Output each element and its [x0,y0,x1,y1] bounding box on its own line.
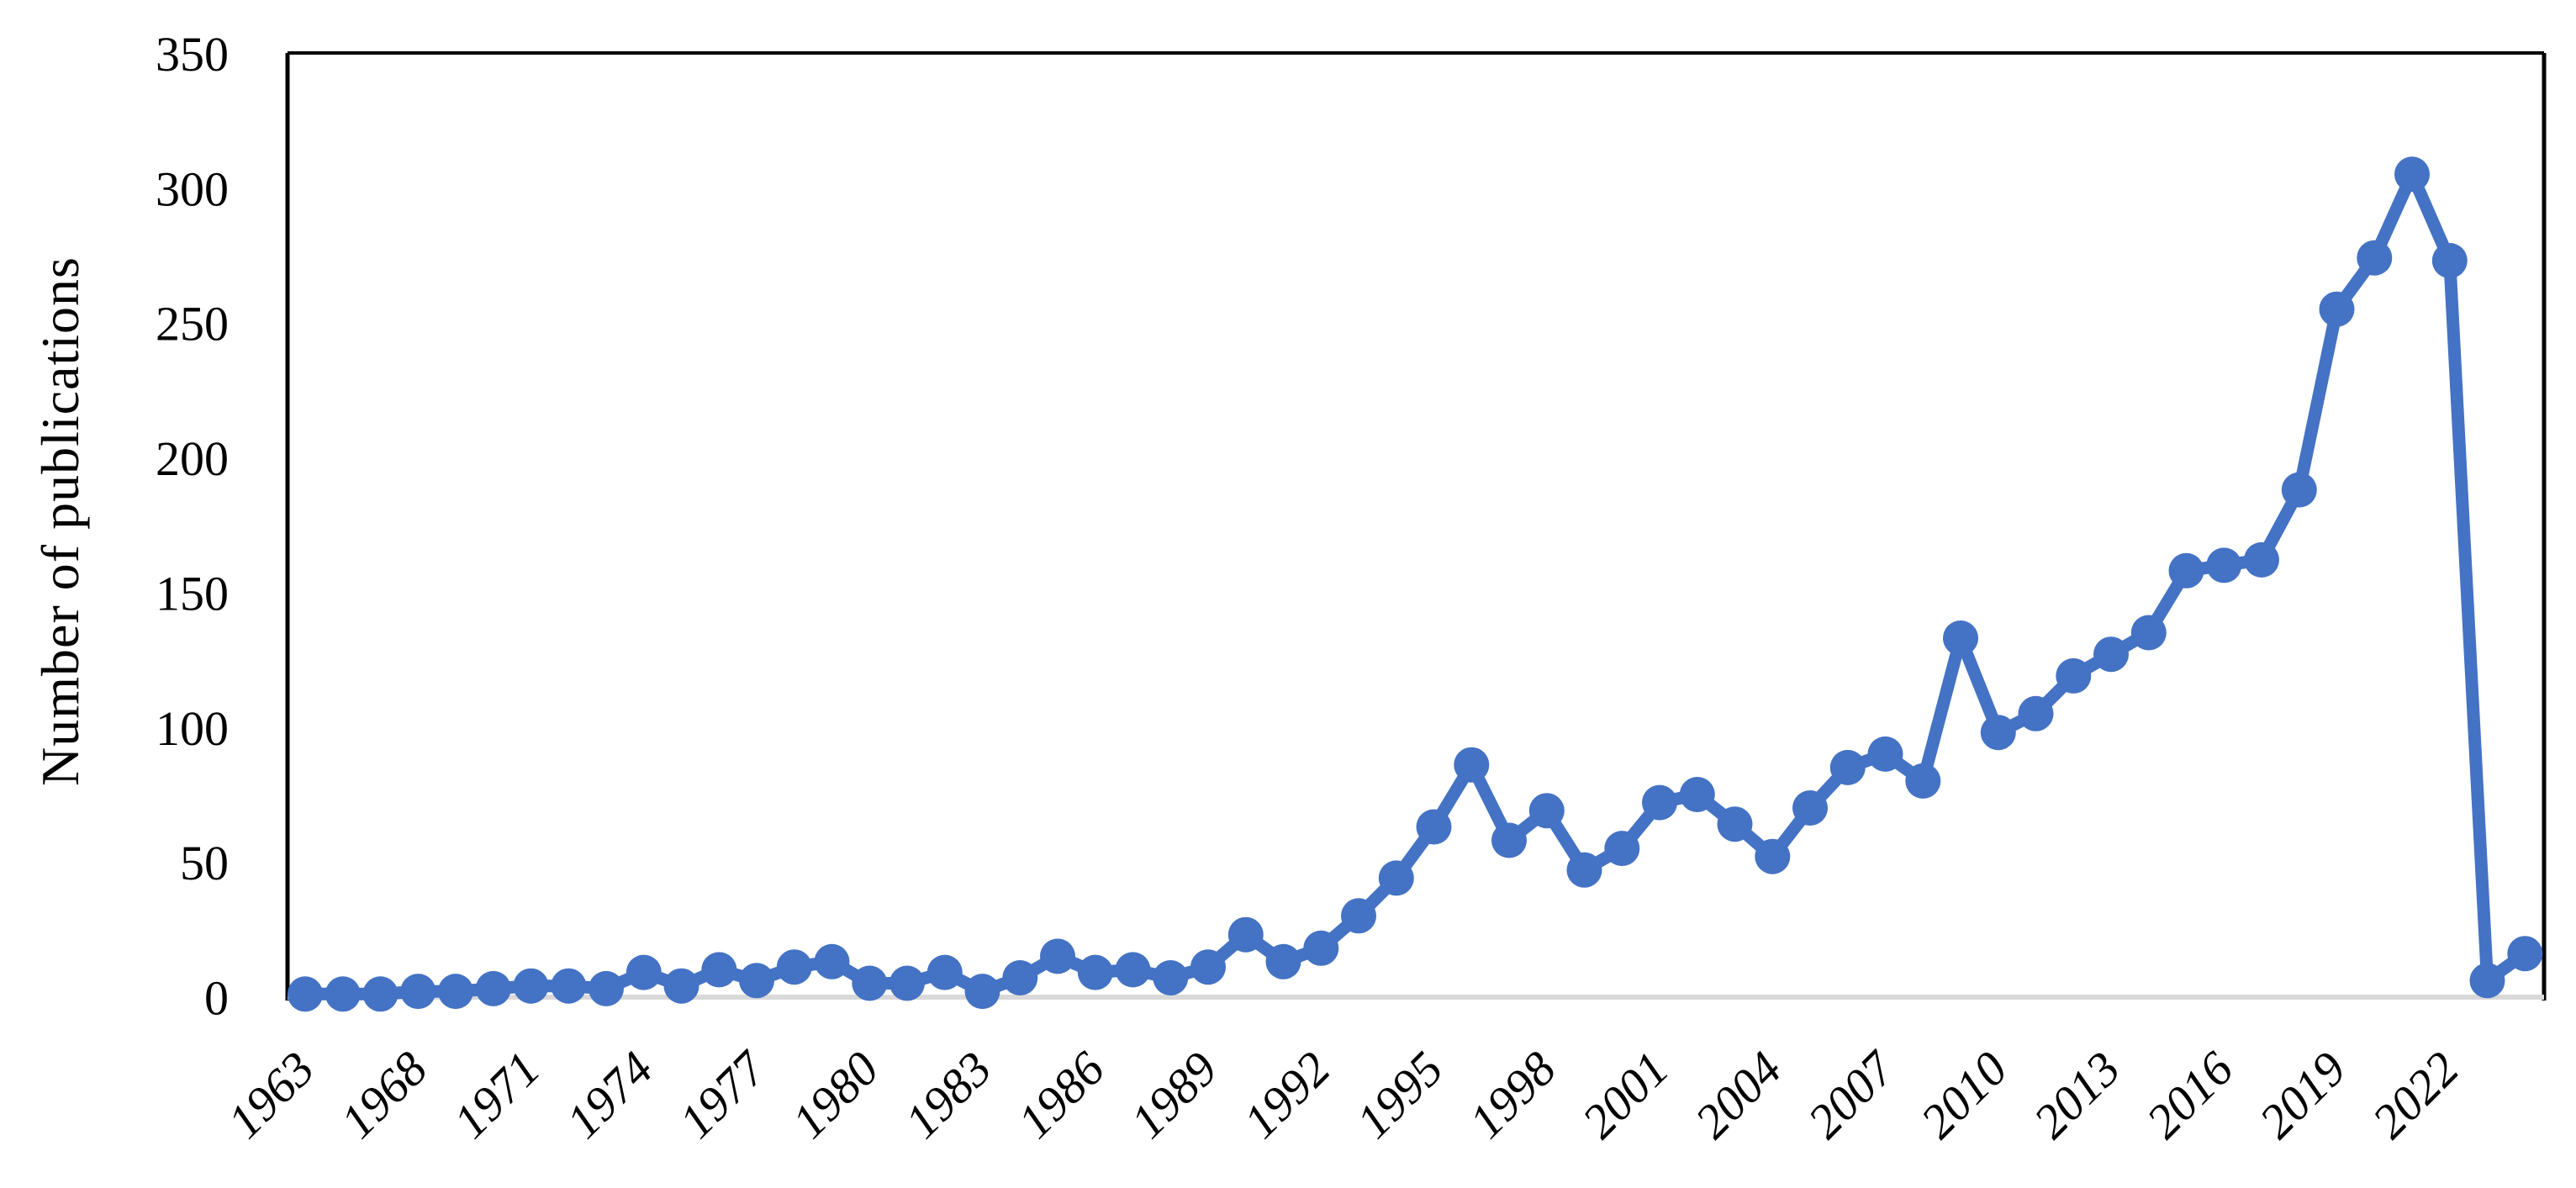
data-point-marker [2281,472,2317,508]
data-point-marker [1905,763,1941,799]
y-tick-label: 100 [156,701,229,756]
data-point-marker [2244,541,2279,578]
data-point-marker [889,965,925,1001]
data-point-marker [288,976,323,1012]
data-point-marker [852,965,888,1001]
y-axis-title: Number of publications [30,256,90,786]
x-tick-label: 1974 [556,1041,663,1148]
data-point-marker [1040,938,1075,974]
data-point-marker [2206,547,2242,583]
x-tick-label: 2004 [1684,1041,1792,1148]
data-point-marker [1491,822,1527,858]
data-point-marker [1077,954,1113,990]
x-tick-label: 2016 [2135,1041,2243,1148]
data-point-marker [814,943,850,979]
x-tick-label: 1986 [1007,1041,1115,1148]
data-point-marker [551,968,587,1004]
data-point-marker [926,954,963,990]
data-point-marker [1642,784,1677,821]
x-tick-label: 2010 [1910,1041,2018,1148]
x-tick-label: 1992 [1233,1041,1340,1148]
data-point-marker [1943,620,1978,656]
data-point-marker [1829,749,1866,785]
data-point-marker [2357,240,2393,276]
x-tick-label: 1963 [217,1041,325,1148]
data-point-marker [2469,963,2505,999]
data-point-marker [964,974,1000,1010]
data-point-marker [1153,960,1189,995]
data-point-marker [2507,936,2543,972]
x-tick-label: 2013 [2023,1041,2130,1148]
data-point-marker [475,970,511,1006]
data-point-marker [400,974,436,1010]
data-point-marker [1190,949,1226,985]
data-point-marker [776,949,812,985]
data-point-marker [513,968,549,1004]
data-point-marker [1416,809,1452,845]
x-tick-label: 2001 [1571,1041,1679,1148]
data-point-marker [701,952,737,988]
data-point-marker [2018,695,2054,731]
x-tick-label: 1998 [1459,1041,1566,1148]
data-point-marker [1265,943,1301,979]
data-point-marker [1980,715,2016,751]
data-point-marker [1867,736,1903,772]
data-point-marker [1679,777,1715,812]
data-point-marker [1002,960,1038,995]
data-point-marker [1755,838,1791,874]
y-tick-label: 150 [156,566,229,620]
x-tick-label: 1989 [1120,1041,1227,1148]
data-point-marker [2394,156,2430,193]
y-tick-label: 300 [156,161,229,216]
x-tick-label: 2007 [1797,1040,1906,1148]
data-point-marker [1566,852,1602,888]
data-point-marker [2093,636,2129,673]
x-tick-label: 1971 [443,1041,551,1148]
data-point-marker [362,976,399,1012]
x-tick-label: 1980 [781,1041,889,1148]
x-tick-label: 2022 [2362,1041,2469,1148]
data-point-marker [438,974,473,1010]
data-point-marker [1454,747,1490,783]
x-tick-label: 2019 [2249,1041,2357,1148]
data-point-marker [1528,793,1565,829]
data-point-marker [1303,930,1339,966]
data-point-marker [626,954,662,990]
data-point-marker [325,976,361,1012]
y-tick-label: 250 [156,297,229,351]
data-point-marker [663,968,699,1004]
x-tick-label: 1968 [330,1041,437,1148]
data-point-marker [1792,790,1828,826]
data-point-marker [1115,952,1151,988]
data-point-marker [1341,898,1376,934]
x-tick-label: 1995 [1346,1041,1454,1148]
data-point-marker [1378,860,1414,896]
data-point-marker [589,970,624,1006]
data-point-marker [1604,831,1640,867]
y-tick-label: 0 [204,971,229,1026]
data-point-marker [2431,243,2468,278]
data-point-marker [2168,552,2204,589]
data-point-marker [2319,291,2355,327]
data-point-marker [1227,916,1264,953]
x-tick-label: 1977 [668,1040,777,1148]
y-tick-label: 350 [156,27,229,82]
data-point-marker [1717,806,1753,842]
y-tick-label: 50 [180,836,229,890]
data-point-marker [2056,657,2092,694]
x-tick-label: 1983 [895,1041,1002,1148]
data-point-marker [739,963,774,999]
y-tick-label: 200 [156,431,229,486]
data-point-marker [2130,615,2167,651]
